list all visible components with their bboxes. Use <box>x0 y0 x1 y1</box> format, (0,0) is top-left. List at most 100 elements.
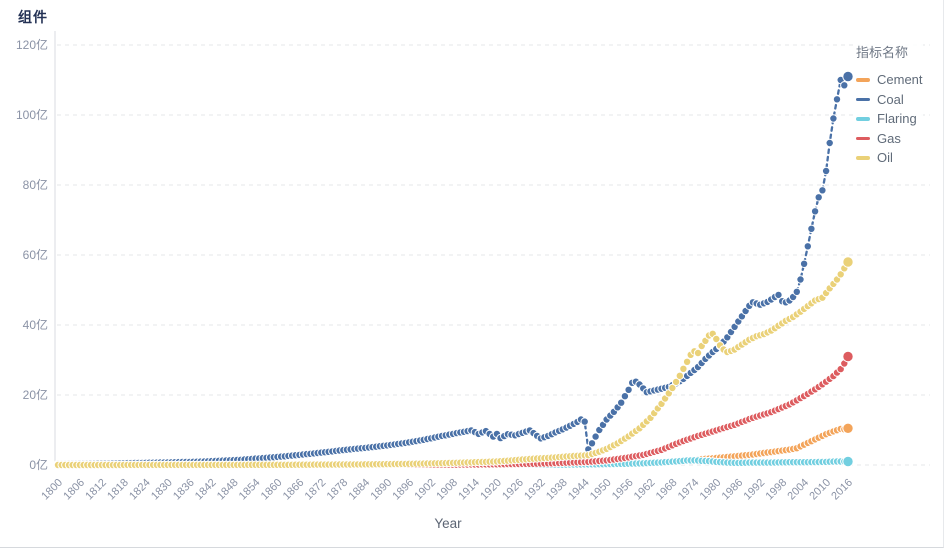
data-point[interactable] <box>587 439 597 448</box>
x-tick-label: 1914 <box>456 477 482 503</box>
legend-item-gas[interactable]: Gas <box>856 129 923 149</box>
data-point[interactable] <box>624 385 633 394</box>
series-line-gas <box>56 355 850 467</box>
x-tick-label: 1818 <box>105 477 131 503</box>
x-tick-label: 1968 <box>654 477 680 503</box>
x-tick-label: 1890 <box>368 477 394 503</box>
x-axis: 1800180618121818182418301836184218481854… <box>39 477 855 503</box>
x-tick-label: 1932 <box>522 477 548 503</box>
data-point[interactable] <box>796 275 805 284</box>
data-point[interactable] <box>671 377 681 387</box>
x-tick-label: 1986 <box>720 477 746 503</box>
data-point[interactable] <box>842 70 854 83</box>
y-axis: 0亿 20亿 40亿 60亿 80亿 100亿 120亿 <box>16 31 56 472</box>
legend-title: 指标名称 <box>856 45 909 60</box>
data-point[interactable] <box>842 455 854 468</box>
legend-label: Cement <box>877 72 923 88</box>
x-tick-label: 1872 <box>303 477 329 503</box>
data-point[interactable] <box>774 290 783 300</box>
legend-item-oil[interactable]: Oil <box>856 148 923 168</box>
x-tick-label: 1974 <box>676 477 702 503</box>
data-point[interactable] <box>814 193 823 202</box>
legend-item-flaring[interactable]: Flaring <box>856 109 923 129</box>
x-axis-title: Year <box>434 516 462 531</box>
data-point[interactable] <box>799 259 809 268</box>
x-tick-label: 1908 <box>434 477 460 503</box>
series-gas[interactable] <box>53 350 854 470</box>
x-tick-label: 1938 <box>544 477 570 503</box>
x-tick-label: 1866 <box>281 477 307 503</box>
x-tick-label: 1854 <box>237 477 263 503</box>
x-tick-label: 1860 <box>259 477 285 503</box>
x-tick-label: 2004 <box>785 477 811 503</box>
x-tick-label: 1830 <box>149 477 175 503</box>
legend-item-coal[interactable]: Coal <box>856 90 923 110</box>
x-tick-label: 1944 <box>566 477 592 503</box>
data-point[interactable] <box>829 114 838 123</box>
data-point[interactable] <box>712 334 721 344</box>
data-point[interactable] <box>620 392 630 401</box>
y-tick-label: 20亿 <box>23 387 48 402</box>
series-oil[interactable] <box>53 256 854 470</box>
y-tick-label: 80亿 <box>23 177 48 192</box>
data-point[interactable] <box>668 383 677 393</box>
data-point[interactable] <box>803 242 812 251</box>
x-tick-label: 1848 <box>215 477 241 503</box>
x-tick-label: 2010 <box>807 477 833 503</box>
x-tick-label: 1806 <box>61 477 87 503</box>
legend-items: Cement Coal Flaring Gas Oil <box>856 70 923 168</box>
data-point[interactable] <box>679 364 688 373</box>
data-point[interactable] <box>682 357 692 366</box>
legend-dash-icon <box>856 97 870 101</box>
data-point[interactable] <box>832 95 842 104</box>
legend-item-cement[interactable]: Cement <box>856 70 923 90</box>
x-tick-label: 1896 <box>390 477 416 503</box>
data-point[interactable] <box>810 207 820 216</box>
legend-label: Gas <box>877 130 901 146</box>
data-point[interactable] <box>591 432 600 441</box>
x-tick-label: 1836 <box>171 477 197 503</box>
x-tick-label: 1950 <box>588 477 614 503</box>
data-point[interactable] <box>675 371 684 380</box>
series-line-coal <box>56 75 850 466</box>
data-point[interactable] <box>617 398 626 407</box>
data-point[interactable] <box>840 81 849 90</box>
legend-label: Flaring <box>877 111 917 127</box>
data-point[interactable] <box>821 166 831 176</box>
data-point[interactable] <box>842 350 854 363</box>
x-tick-label: 1884 <box>347 477 373 503</box>
x-tick-label: 1842 <box>193 477 219 503</box>
x-tick-label: 1878 <box>325 477 351 503</box>
y-tick-label: 60亿 <box>23 247 48 262</box>
data-point[interactable] <box>807 224 816 234</box>
x-tick-label: 1998 <box>763 477 789 503</box>
data-point[interactable] <box>836 270 845 279</box>
data-point[interactable] <box>842 256 854 268</box>
x-tick-label: 1980 <box>698 477 724 503</box>
x-tick-label: 1800 <box>39 477 65 503</box>
legend-dash-icon <box>856 156 870 160</box>
y-tick-label: 100亿 <box>16 107 48 122</box>
data-point[interactable] <box>693 348 703 358</box>
y-tick-label: 120亿 <box>16 37 48 52</box>
legend-dash-icon <box>856 136 870 140</box>
data-point[interactable] <box>792 287 801 296</box>
series-coal[interactable] <box>53 70 854 469</box>
data-point[interactable] <box>842 422 854 434</box>
data-point[interactable] <box>818 186 827 195</box>
legend-label: Oil <box>877 150 893 166</box>
x-tick-label: 1992 <box>742 477 768 503</box>
legend: 指标名称 Cement Coal Flaring Gas Oil <box>856 42 923 168</box>
page-title: 组件 <box>18 9 48 25</box>
data-point[interactable] <box>825 138 834 148</box>
x-tick-label: 1956 <box>610 477 636 503</box>
x-tick-label: 1824 <box>127 477 153 503</box>
legend-dash-icon <box>856 78 870 82</box>
legend-dash-icon <box>856 117 870 121</box>
x-tick-label: 1926 <box>500 477 526 503</box>
data-point[interactable] <box>580 417 589 426</box>
x-tick-label: 1962 <box>632 477 658 503</box>
x-tick-label: 1920 <box>478 477 504 503</box>
